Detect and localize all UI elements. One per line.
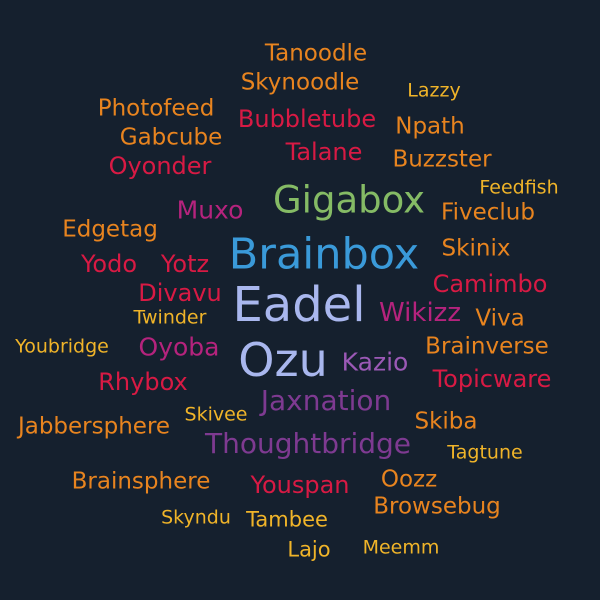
word-jabbersphere: Jabbersphere: [17, 413, 171, 440]
word-rhybox: Rhybox: [98, 368, 188, 396]
word-fiveclub: Fiveclub: [441, 199, 535, 226]
word-meemm: Meemm: [362, 536, 440, 559]
word-skiba: Skiba: [414, 408, 478, 435]
word-buzzster: Buzzster: [392, 146, 492, 173]
word-gigabox: Gigabox: [273, 178, 425, 222]
word-oyonder: Oyonder: [108, 152, 212, 180]
word-kazio: Kazio: [341, 347, 409, 377]
word-skinix: Skinix: [441, 235, 511, 262]
word-tambee: Tambee: [246, 507, 328, 532]
word-eadel: Eadel: [232, 277, 366, 333]
word-tagtune: Tagtune: [447, 441, 523, 464]
word-npath: Npath: [395, 113, 465, 140]
word-bubbletube: Bubbletube: [237, 105, 377, 133]
word-gabcube: Gabcube: [119, 124, 223, 151]
word-twinder: Twinder: [133, 306, 207, 329]
word-youbridge: Youbridge: [15, 335, 109, 358]
word-lajo: Lajo: [287, 537, 331, 562]
word-yodo: Yodo: [80, 250, 138, 278]
word-photofeed: Photofeed: [97, 95, 215, 122]
word-edgetag: Edgetag: [62, 216, 158, 243]
word-topicware: Topicware: [432, 365, 552, 393]
word-oozz: Oozz: [380, 466, 438, 493]
word-talane: Talane: [285, 138, 363, 166]
word-skivee: Skivee: [184, 403, 248, 426]
word-skynoodle: Skynoodle: [240, 69, 360, 96]
word-jaxnation: Jaxnation: [260, 384, 392, 417]
word-skyndu: Skyndu: [161, 506, 231, 529]
word-browsebug: Browsebug: [373, 493, 501, 520]
word-ozu: Ozu: [238, 333, 328, 387]
word-thoughtbridge: Thoughtbridge: [204, 427, 412, 460]
word-brainbox: Brainbox: [228, 229, 420, 280]
word-divavu: Divavu: [138, 279, 222, 307]
word-brainsphere: Brainsphere: [71, 468, 211, 495]
word-muxo: Muxo: [176, 195, 244, 225]
word-tanoodle: Tanoodle: [264, 40, 368, 67]
word-feedfish: Feedfish: [479, 176, 559, 199]
word-camimbo: Camimbo: [432, 270, 548, 298]
word-lazzy: Lazzy: [407, 79, 461, 102]
word-viva: Viva: [475, 305, 525, 332]
word-yotz: Yotz: [160, 250, 210, 278]
word-oyoba: Oyoba: [138, 332, 220, 362]
word-wikizz: Wikizz: [379, 298, 461, 328]
word-youspan: Youspan: [250, 471, 350, 499]
word-brainverse: Brainverse: [425, 333, 549, 360]
